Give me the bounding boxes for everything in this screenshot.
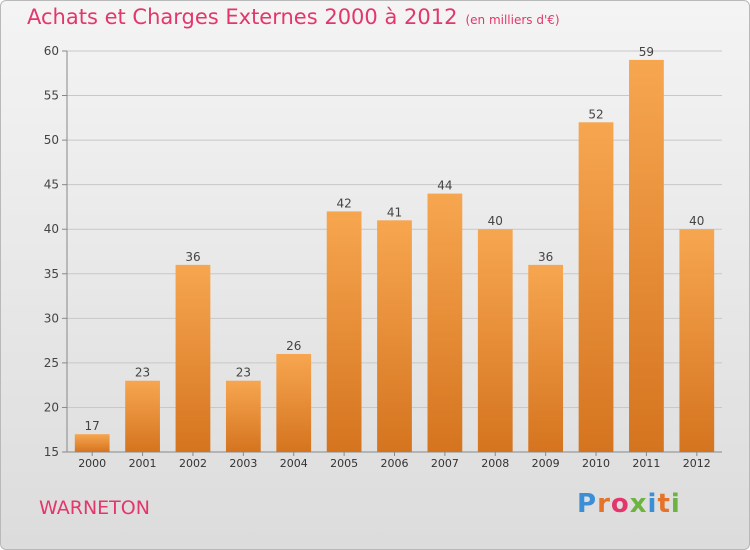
- bar: [629, 59, 664, 453]
- data-label: 40: [488, 214, 503, 228]
- x-tick-label: 2012: [683, 457, 711, 470]
- data-label: 36: [185, 250, 200, 264]
- chart-title-text: Achats et Charges Externes 2000 à 2012: [27, 5, 458, 29]
- bar: [427, 193, 463, 453]
- data-label: 36: [538, 250, 553, 264]
- data-label: 42: [336, 196, 351, 210]
- x-tick-label: 2005: [330, 457, 358, 470]
- bar: [578, 122, 614, 453]
- bar: [326, 211, 362, 452]
- x-tick-label: 2000: [78, 457, 106, 470]
- chart-subtitle: (en milliers d'€): [465, 13, 560, 27]
- y-tick-label: 55: [44, 89, 59, 103]
- y-tick-label: 20: [44, 400, 59, 414]
- y-tick-label: 15: [44, 445, 59, 459]
- chart-title: Achats et Charges Externes 2000 à 2012 (e…: [27, 5, 560, 29]
- x-tick-label: 2009: [532, 457, 560, 470]
- data-label: 17: [85, 419, 100, 433]
- place-name: WARNETON: [39, 497, 150, 519]
- bar: [175, 264, 211, 452]
- data-label: 40: [689, 214, 704, 228]
- y-tick-label: 45: [44, 178, 59, 192]
- data-label: 23: [236, 366, 251, 380]
- x-tick-label: 2004: [280, 457, 308, 470]
- bar: [528, 264, 564, 452]
- bar: [679, 229, 715, 452]
- data-label: 59: [639, 45, 654, 59]
- x-tick-label: 2003: [229, 457, 257, 470]
- data-label: 52: [588, 107, 603, 121]
- bar: [377, 220, 412, 452]
- bar: [276, 353, 312, 452]
- y-tick-label: 35: [44, 267, 59, 281]
- tick-labels: 15 20 25 30 35 40 45 50 55 60 2000 2001 2002 2003 2004…: [44, 44, 711, 470]
- bar: [477, 229, 513, 452]
- y-tick-label: 30: [44, 311, 59, 325]
- logo-letter: i: [647, 489, 658, 519]
- x-tick-label: 2008: [481, 457, 509, 470]
- bar: [74, 434, 110, 452]
- x-tick-label: 2011: [632, 457, 660, 470]
- y-tick-label: 60: [44, 44, 59, 58]
- logo-letter: P: [577, 489, 598, 519]
- proxiti-logo[interactable]: Proxiti: [577, 489, 681, 519]
- bar: [125, 380, 160, 452]
- data-label: 44: [437, 179, 452, 193]
- x-tick-label: 2010: [582, 457, 610, 470]
- data-label: 26: [286, 339, 301, 353]
- x-tick-label: 2006: [381, 457, 409, 470]
- logo-letter: t: [657, 489, 671, 519]
- logo-letter: x: [629, 489, 648, 519]
- y-tick-label: 25: [44, 356, 59, 370]
- logo-letter: o: [610, 489, 630, 519]
- logo-letter: i: [670, 489, 681, 519]
- data-label: 41: [387, 205, 402, 219]
- y-tick-label: 40: [44, 222, 59, 236]
- x-tick-label: 2001: [129, 457, 157, 470]
- data-labels: 17 23 36 23 26 42 41 44 40 36 52 59 40: [85, 45, 705, 433]
- data-label: 23: [135, 366, 150, 380]
- bars: [74, 59, 715, 453]
- logo-letter: r: [597, 489, 611, 519]
- bar: [225, 380, 261, 452]
- x-tick-label: 2002: [179, 457, 207, 470]
- x-tick-label: 2007: [431, 457, 459, 470]
- y-tick-label: 50: [44, 133, 59, 147]
